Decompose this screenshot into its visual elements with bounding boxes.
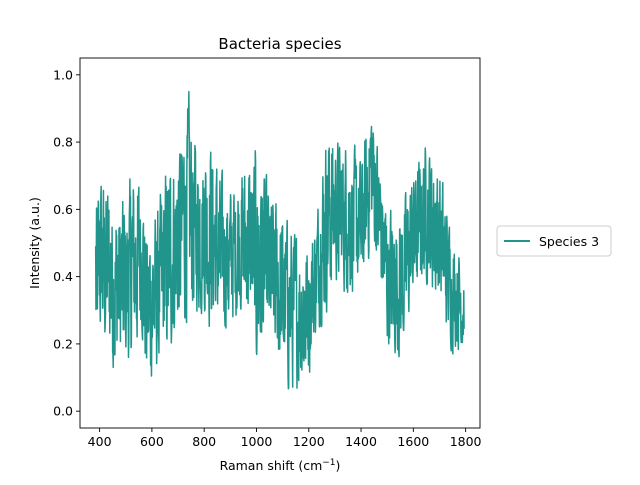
y-tick-label: 0.4	[53, 269, 73, 284]
legend-box	[496, 225, 612, 257]
legend-label-species-3: Species 3	[539, 234, 599, 249]
plot-area	[94, 90, 465, 390]
y-axis-label: Intensity (a.u.)	[27, 197, 42, 289]
x-tick-label: 1400	[345, 434, 377, 449]
y-tick-label: 0.0	[53, 404, 73, 419]
axes-frame	[79, 57, 481, 429]
y-tick-label: 0.8	[53, 135, 73, 150]
y-axis: 0.0 0.2 0.4 0.6 0.8 1.0	[53, 67, 80, 419]
x-tick-label: 800	[192, 434, 216, 449]
x-tick-label: 600	[140, 434, 164, 449]
chart-title: Bacteria species	[218, 35, 341, 53]
x-axis: 400 600 800 1000 1200 1400 1600 1800	[88, 428, 482, 449]
y-tick-label: 0.6	[53, 202, 73, 217]
legend: Species 3	[496, 225, 612, 257]
x-tick-label: 1600	[397, 434, 429, 449]
x-axis-label-superscript: −1	[322, 458, 335, 468]
y-tick-label: 1.0	[53, 67, 73, 82]
x-tick-label: 1000	[241, 434, 273, 449]
x-axis-label-text: Raman shift (cm	[220, 458, 323, 473]
x-axis-label: Raman shift (cm−1)	[220, 458, 341, 473]
x-tick-label: 400	[88, 434, 112, 449]
x-tick-label: 1800	[450, 434, 482, 449]
x-axis-label-suffix: )	[336, 458, 341, 473]
x-tick-label: 1200	[293, 434, 325, 449]
y-tick-label: 0.2	[53, 336, 73, 351]
series-line-species-3	[94, 90, 465, 390]
